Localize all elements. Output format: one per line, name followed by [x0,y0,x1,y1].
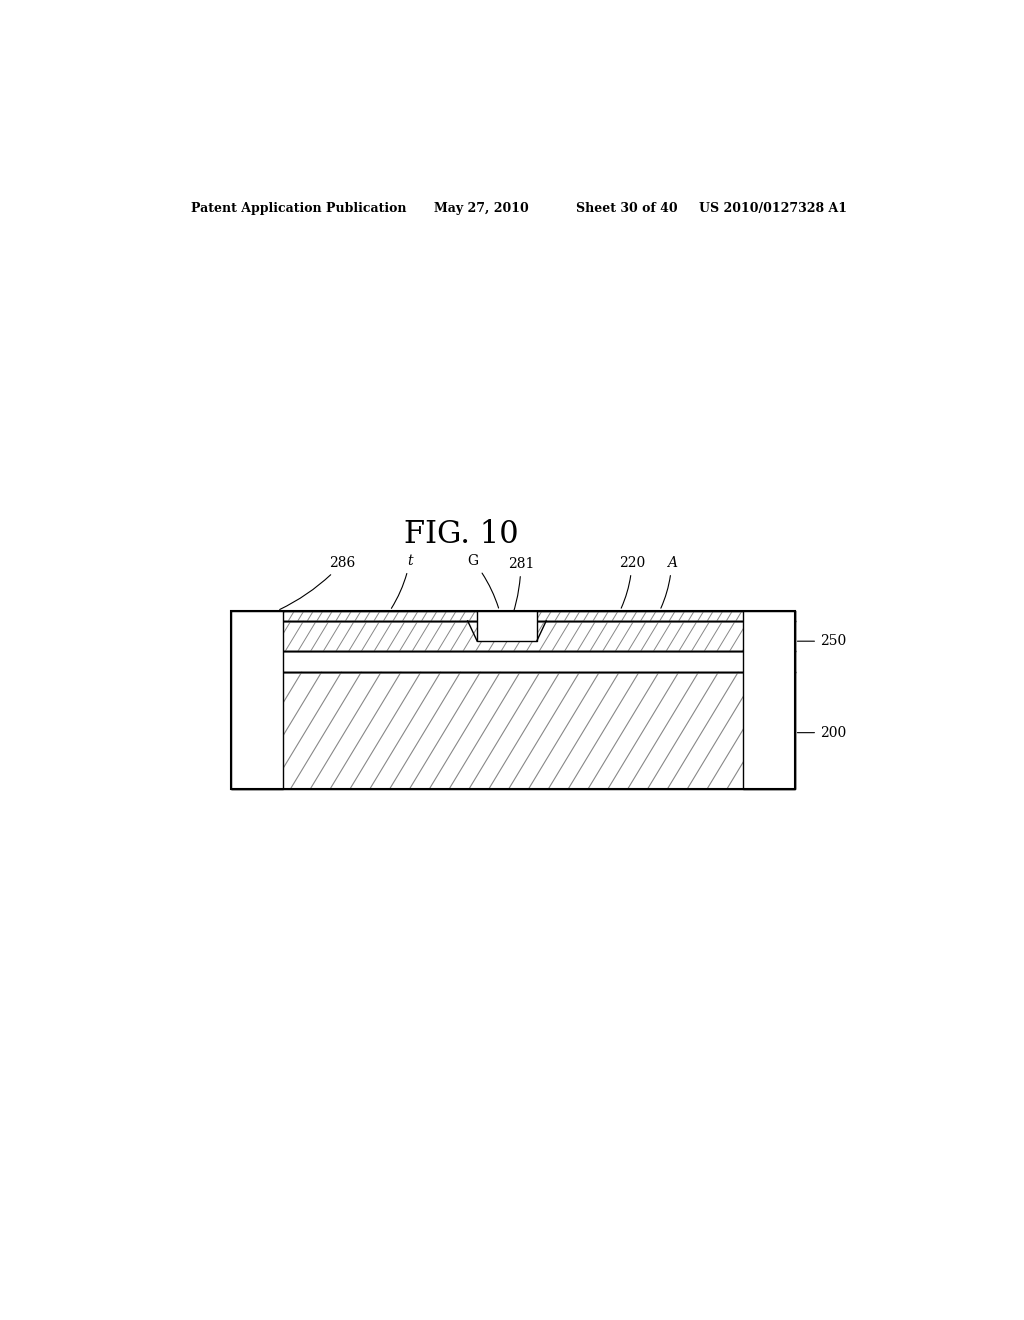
Text: G: G [468,554,499,609]
Text: 281: 281 [508,557,535,627]
Text: FIG. 10: FIG. 10 [404,519,518,550]
Text: t: t [391,554,413,609]
Bar [231,651,795,672]
Text: US 2010/0127328 A1: US 2010/0127328 A1 [699,202,848,215]
Bar [231,611,283,788]
Bar [743,611,795,788]
Bar [231,620,795,651]
Text: Sheet 30 of 40: Sheet 30 of 40 [577,202,678,215]
Bar [477,611,537,642]
Bar [231,672,795,788]
Text: A: A [660,556,677,609]
Text: 250: 250 [798,634,846,648]
Bar [231,611,795,620]
Text: May 27, 2010: May 27, 2010 [433,202,528,215]
Text: Patent Application Publication: Patent Application Publication [191,202,407,215]
Text: 286: 286 [280,556,355,610]
Bar [231,611,795,788]
Text: 200: 200 [798,726,846,739]
Text: 220: 220 [618,556,645,609]
